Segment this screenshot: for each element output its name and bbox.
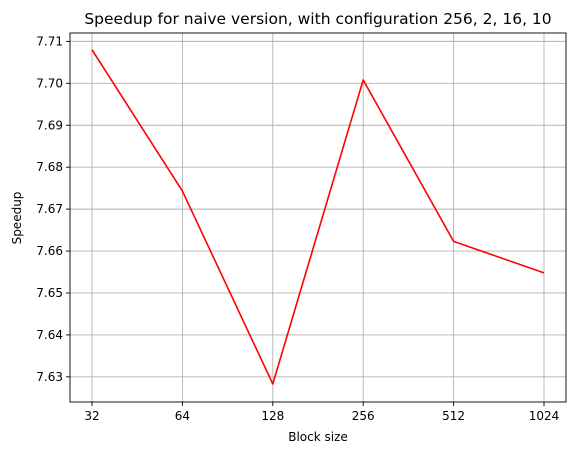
x-tick-label: 1024	[529, 409, 560, 423]
y-tick-label: 7.70	[36, 76, 63, 90]
grid	[70, 33, 566, 402]
y-tick-label: 7.63	[36, 370, 63, 384]
y-axis-ticks: 7.63 7.64 7.65 7.66 7.67 7.68 7.69 7.70 7.71	[36, 34, 70, 384]
x-tick-label: 32	[84, 409, 99, 423]
series-group	[91, 49, 545, 385]
series-line	[91, 49, 545, 385]
x-tick-label: 512	[442, 409, 465, 423]
x-tick-label: 256	[352, 409, 375, 423]
y-tick-label: 7.65	[36, 286, 63, 300]
x-axis-label: Block size	[288, 430, 348, 444]
y-tick-label: 7.66	[36, 244, 63, 258]
y-tick-label: 7.67	[36, 202, 63, 216]
x-axis-ticks: 32 64 128 256 512 1024	[84, 402, 559, 423]
y-tick-label: 7.64	[36, 328, 63, 342]
x-tick-label: 128	[261, 409, 284, 423]
plot-frame	[69, 32, 567, 403]
y-tick-label: 7.71	[36, 34, 63, 48]
y-axis-label: Speedup	[10, 192, 24, 245]
y-tick-label: 7.69	[36, 118, 63, 132]
x-tick-label: 64	[175, 409, 190, 423]
chart-title: Speedup for naive version, with configur…	[84, 10, 551, 28]
y-tick-label: 7.68	[36, 160, 63, 174]
